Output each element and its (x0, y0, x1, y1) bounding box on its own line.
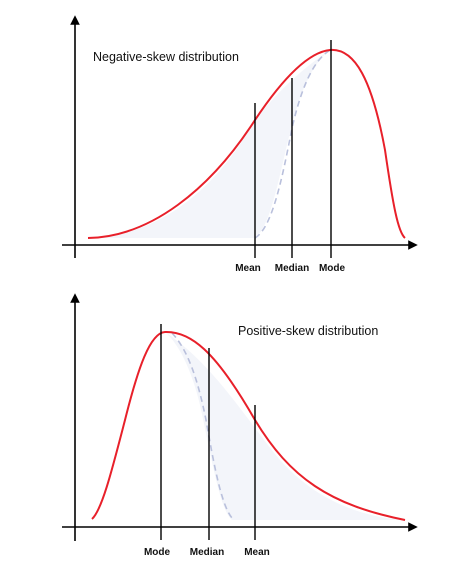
dashed-reference-curve (254, 49, 331, 239)
mode-label: Mode (144, 547, 171, 558)
shaded-area (90, 50, 330, 238)
panel-negative-skew: Negative-skew distribution Mean Median M… (62, 15, 418, 274)
panel-positive-skew: Positive-skew distribution Mode Median M… (62, 293, 418, 558)
panel-title: Negative-skew distribution (93, 50, 239, 64)
mode-label: Mode (319, 263, 346, 274)
shaded-area (165, 332, 405, 520)
median-label: Median (275, 263, 309, 274)
mean-label: Mean (235, 263, 261, 274)
median-label: Median (190, 547, 224, 558)
dashed-reference-curve (171, 332, 235, 521)
panel-title: Positive-skew distribution (238, 324, 378, 338)
distribution-curve (91, 330, 406, 521)
mean-label: Mean (244, 547, 270, 558)
distribution-curve (87, 48, 406, 239)
